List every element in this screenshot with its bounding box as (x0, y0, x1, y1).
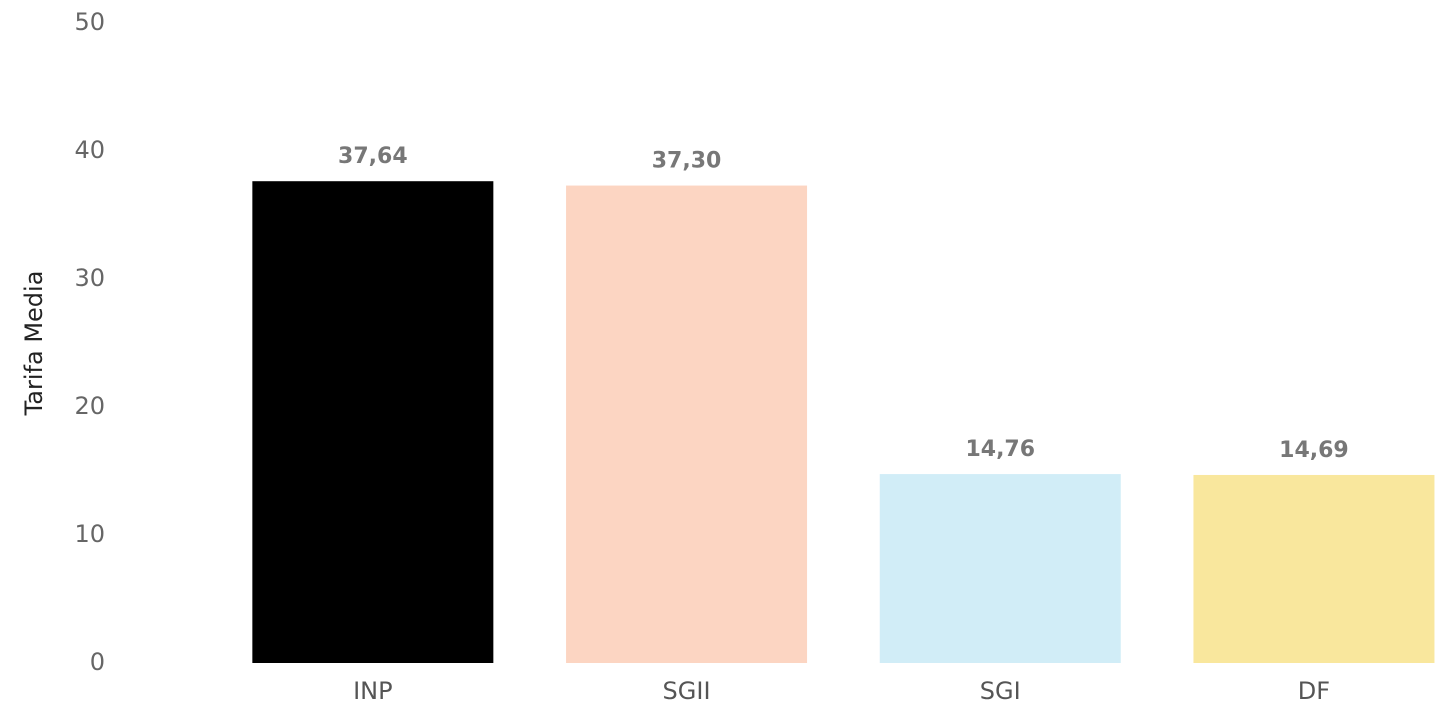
data-label: 37,30 (652, 149, 722, 174)
bar (879, 474, 1121, 663)
bar (566, 185, 808, 663)
bar (1193, 474, 1435, 663)
x-tick-label: INP (353, 677, 393, 705)
y-tick-label: 30 (74, 264, 105, 292)
y-tick-label: 10 (74, 520, 105, 548)
y-tick-label: 0 (90, 648, 105, 676)
x-tick-label: SGI (980, 677, 1021, 705)
y-tick-label: 20 (74, 392, 105, 420)
bar (252, 181, 494, 663)
x-tick-label: SGII (663, 677, 711, 705)
data-label: 14,76 (965, 437, 1035, 462)
data-label: 14,69 (1279, 438, 1349, 463)
y-axis-label: Tarifa Media (20, 271, 48, 417)
x-tick-label: DF (1298, 677, 1330, 705)
y-tick-label: 40 (74, 136, 105, 164)
data-label: 37,64 (338, 144, 408, 169)
y-tick-label: 50 (74, 8, 105, 36)
